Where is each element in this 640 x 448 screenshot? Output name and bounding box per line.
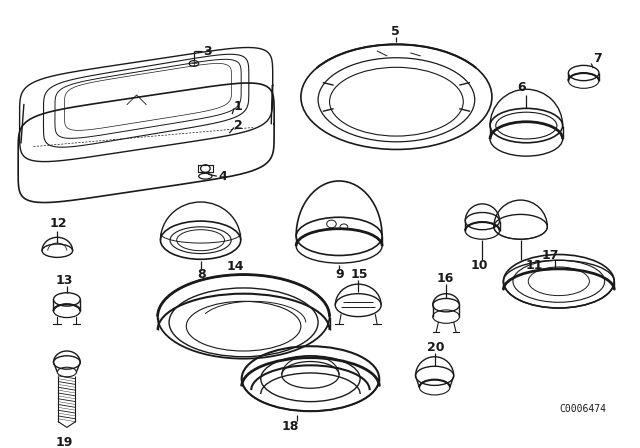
Text: 9: 9 [335,268,344,281]
Text: 13: 13 [56,274,73,287]
Text: 1: 1 [234,100,243,113]
Text: 17: 17 [541,249,559,262]
Text: 7: 7 [593,52,602,65]
Text: 20: 20 [427,340,445,353]
Text: 10: 10 [471,258,488,271]
Text: 12: 12 [50,217,67,230]
Text: C0006474: C0006474 [559,404,607,414]
Text: 15: 15 [351,268,368,281]
Text: 8: 8 [196,268,205,281]
Text: 2: 2 [234,119,243,132]
Text: 16: 16 [436,272,454,285]
Text: 14: 14 [227,260,244,273]
Text: 19: 19 [56,436,73,448]
Text: 3: 3 [204,44,212,57]
Text: 6: 6 [516,81,525,94]
Text: 18: 18 [282,420,299,433]
Text: 4: 4 [219,170,227,183]
Text: 5: 5 [390,26,399,39]
Text: 11: 11 [525,258,543,271]
